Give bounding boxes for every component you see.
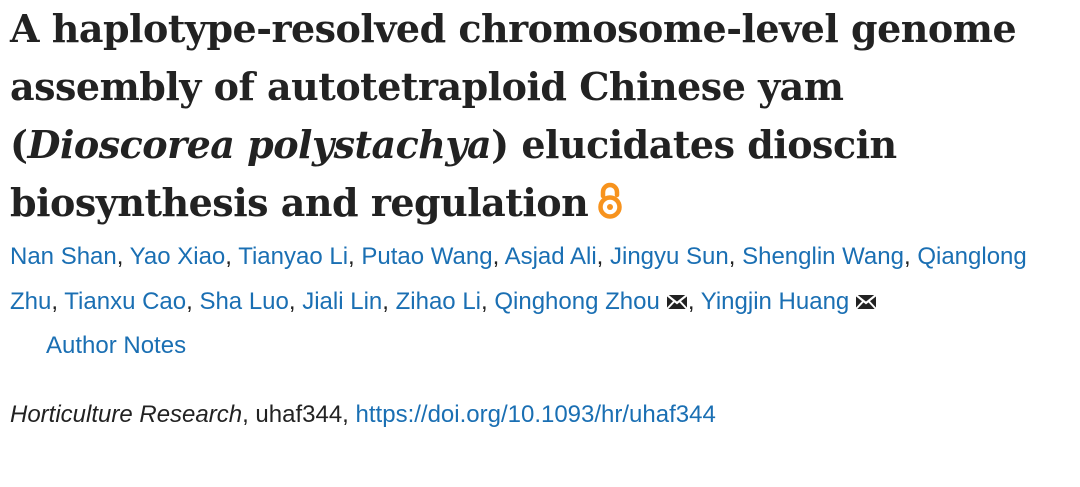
author-separator: , bbox=[348, 243, 362, 270]
author-link[interactable]: Asjad Ali bbox=[504, 243, 597, 270]
title-species-name: Dioscorea polystachya bbox=[27, 122, 492, 167]
author-link[interactable]: Yingjin Huang bbox=[700, 288, 850, 315]
author-link[interactable]: Putao Wang bbox=[361, 243, 493, 270]
author-separator: , bbox=[492, 243, 505, 270]
author-notes-link[interactable]: Author Notes bbox=[46, 332, 187, 359]
author-link[interactable]: Tianyao Li bbox=[238, 243, 349, 270]
open-access-icon bbox=[596, 178, 624, 219]
article-id: , uhaf344, bbox=[242, 401, 356, 428]
article-header: A haplotype-resolved chromosome-level ge… bbox=[10, 0, 1076, 432]
author-separator: , bbox=[728, 243, 743, 270]
title-text-part1: A haplotype-resolved chromosome-level ge… bbox=[10, 6, 1017, 167]
author-link[interactable]: Shenglin Wang bbox=[742, 243, 904, 270]
author-separator: , bbox=[687, 288, 701, 315]
author-separator: , bbox=[596, 243, 610, 270]
doi-link[interactable]: https://doi.org/10.1093/hr/uhaf344 bbox=[355, 401, 716, 428]
author-link[interactable]: Jingyu Sun bbox=[610, 243, 729, 270]
author-link[interactable]: Qinghong Zhou bbox=[494, 288, 660, 315]
author-separator: , bbox=[225, 243, 239, 270]
author-separator: , bbox=[903, 243, 918, 270]
author-link[interactable]: Yao Xiao bbox=[129, 243, 226, 270]
author-separator: , bbox=[481, 288, 495, 315]
author-link[interactable]: Nan Shan bbox=[10, 243, 117, 270]
author-separator: , bbox=[288, 288, 303, 315]
article-title: A haplotype-resolved chromosome-level ge… bbox=[10, 0, 1076, 232]
citation-line: Horticulture Research, uhaf344, https://… bbox=[10, 398, 1076, 432]
author-link[interactable]: Sha Luo bbox=[199, 288, 289, 315]
author-separator: , bbox=[186, 288, 200, 315]
author-separator: , bbox=[382, 288, 396, 315]
author-link[interactable]: Zihao Li bbox=[395, 288, 481, 315]
author-separator: , bbox=[116, 243, 130, 270]
author-list: Nan Shan, Yao Xiao, Tianyao Li, Putao Wa… bbox=[10, 234, 1076, 324]
author-link[interactable]: Tianxu Cao bbox=[64, 288, 187, 315]
email-envelope-icon[interactable] bbox=[666, 280, 688, 310]
author-separator: , bbox=[51, 288, 65, 315]
title-text-part2: ) elucidates dioscin biosynthesis and re… bbox=[10, 122, 897, 225]
author-link[interactable]: Jiali Lin bbox=[302, 288, 383, 315]
journal-name: Horticulture Research bbox=[10, 401, 243, 428]
author-link[interactable]: Qianglong Zhu bbox=[10, 243, 1027, 315]
email-envelope-icon[interactable] bbox=[855, 280, 877, 310]
